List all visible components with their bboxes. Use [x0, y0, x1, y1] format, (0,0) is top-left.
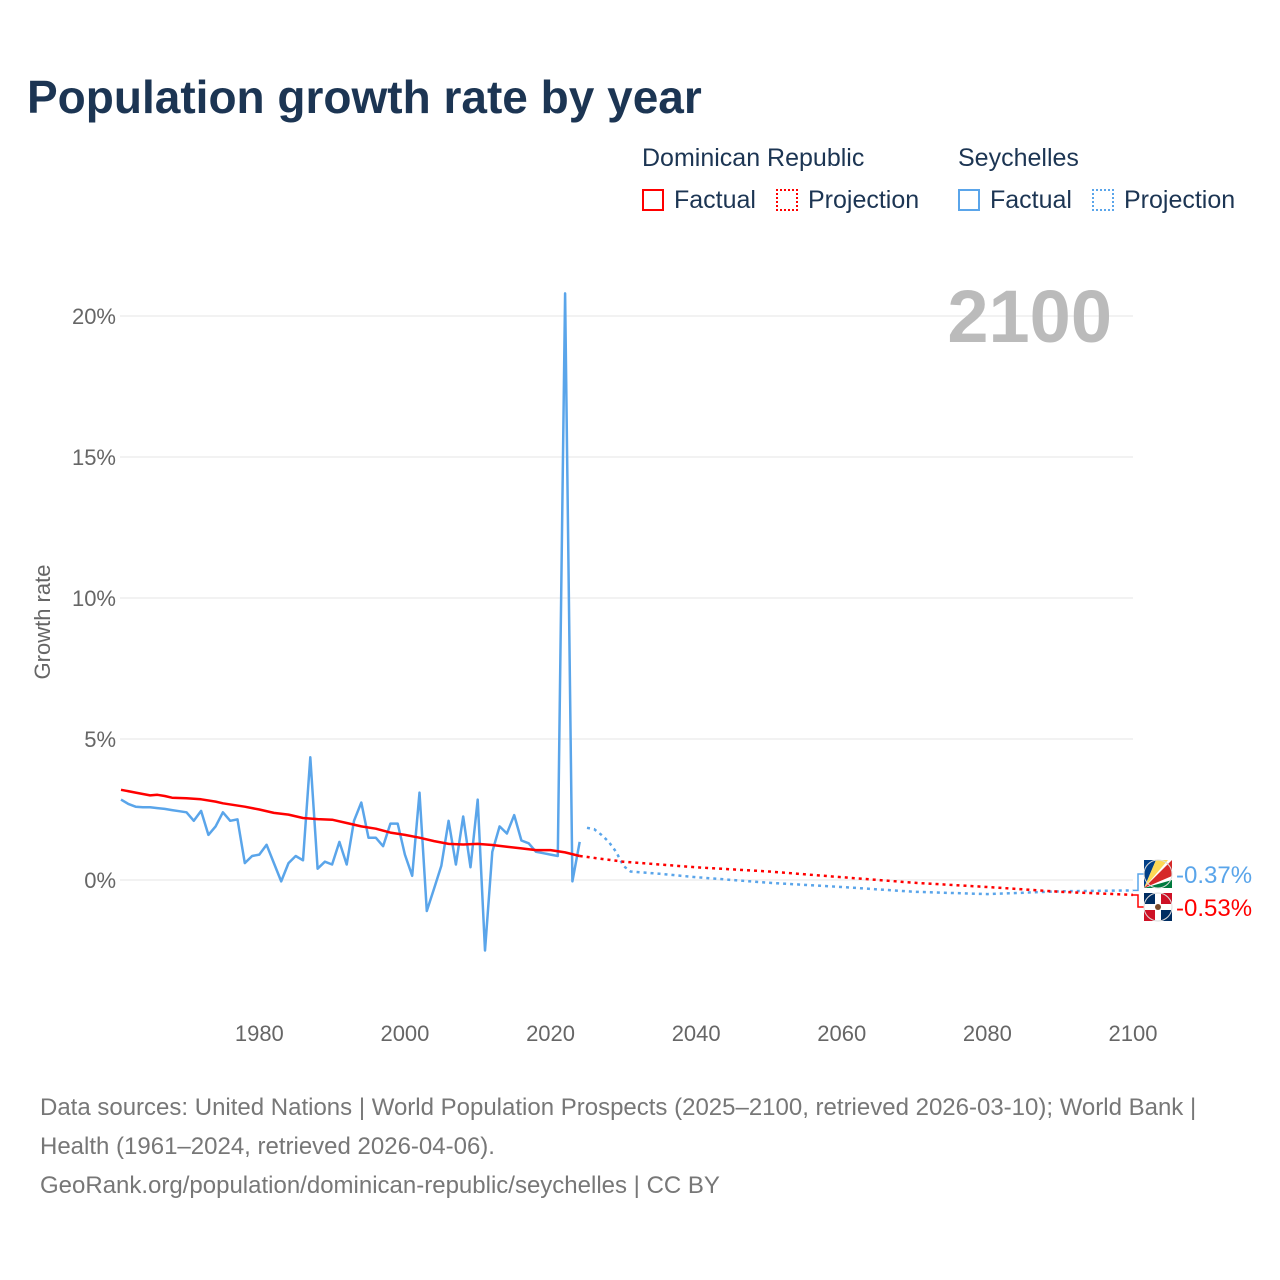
end-connector	[1133, 894, 1145, 908]
flag-band	[1144, 860, 1168, 888]
y-tick-label: 10%	[72, 586, 116, 611]
flag-seychelles-icon	[1143, 859, 1173, 889]
footer: Data sources: United Nations | World Pop…	[40, 1088, 1240, 1205]
end-value-label: -0.53%	[1176, 895, 1252, 922]
legend-sc-factual[interactable]: Factual	[990, 186, 1072, 214]
legend-swatch-dr-projection	[776, 189, 798, 211]
y-tick-label: 5%	[84, 727, 116, 752]
flag-border	[1143, 859, 1173, 889]
series-dominican-republic-projection	[579, 854, 1134, 897]
y-tick-label: 15%	[72, 445, 116, 470]
legend-swatch-sc-factual	[958, 189, 980, 211]
legend-swatch-sc-projection	[1092, 189, 1114, 211]
footer-link[interactable]: GeoRank.org/population/dominican-republi…	[40, 1172, 720, 1199]
legend-dr-factual[interactable]: Factual	[674, 186, 756, 214]
series-seychelles-projection	[586, 826, 1134, 896]
series-seychelles-factual	[120, 292, 581, 952]
legend-group-seychelles: Seychelles	[958, 144, 1079, 172]
x-tick-label: 2000	[380, 1021, 429, 1046]
flag-quarter	[1161, 910, 1172, 921]
legend-swatch-dr-factual	[642, 189, 664, 211]
flag-quarter	[1144, 910, 1155, 921]
flag-band	[1144, 860, 1172, 888]
flag-emblem	[1155, 904, 1161, 910]
x-tick-label: 2060	[817, 1021, 866, 1046]
footer-sources: Data sources: United Nations | World Pop…	[40, 1094, 1197, 1160]
chart-title: Population growth rate by year	[27, 71, 702, 123]
legend-sc-projection[interactable]: Projection	[1124, 186, 1236, 214]
x-tick-label: 2020	[526, 1021, 575, 1046]
flag-dominican-republic-icon	[1143, 892, 1173, 922]
x-tick-label: 1980	[235, 1021, 284, 1046]
x-tick-label: 2100	[1109, 1021, 1158, 1046]
end-connector	[1133, 873, 1145, 892]
flag-border	[1143, 892, 1173, 922]
end-value-label: -0.37%	[1176, 862, 1252, 889]
legend-dr-projection[interactable]: Projection	[808, 186, 920, 214]
year-overlay: 2100	[947, 275, 1112, 358]
y-tick-label: 20%	[72, 304, 116, 329]
legend-group-dominican-republic: Dominican Republic	[642, 144, 865, 172]
x-tick-label: 2040	[672, 1021, 721, 1046]
x-tick-label: 2080	[963, 1021, 1012, 1046]
plot-area: 0% 5% 10% 15% 20% 1980 2000 2020 2040 2060 2080 210…	[30, 275, 1252, 1046]
flag-quarter	[1144, 893, 1155, 904]
series-dominican-republic-factual	[120, 788, 580, 858]
y-axis-label: Growth rate	[30, 565, 55, 680]
y-tick-label: 0%	[84, 868, 116, 893]
flag-quarter	[1161, 893, 1172, 904]
